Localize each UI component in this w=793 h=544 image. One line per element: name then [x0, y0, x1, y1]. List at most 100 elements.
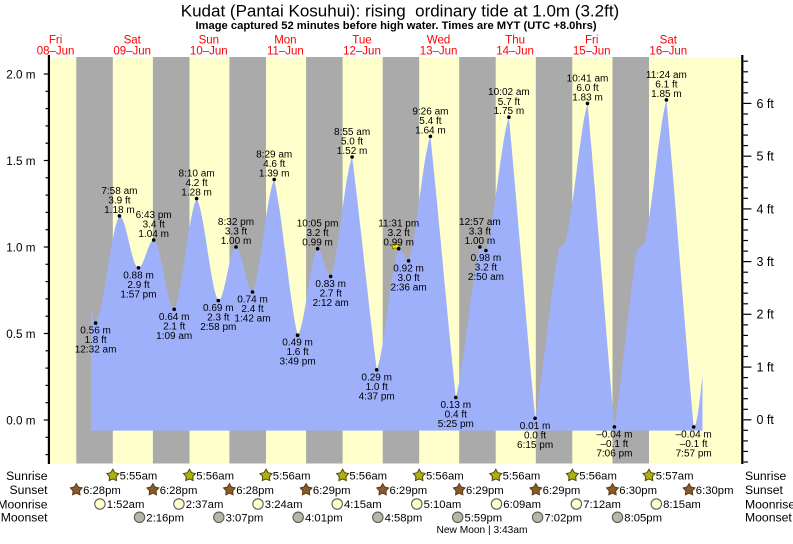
svg-text:Moonset: Moonset: [1, 511, 48, 525]
svg-text:1.85 m: 1.85 m: [651, 89, 682, 100]
svg-text:4.2 ft: 4.2 ft: [185, 178, 207, 189]
svg-text:0.5 m: 0.5 m: [6, 328, 35, 341]
svg-text:8:15am: 8:15am: [663, 499, 701, 511]
svg-text:0.99 m: 0.99 m: [383, 238, 414, 249]
svg-text:09–Jun: 09–Jun: [113, 46, 151, 58]
svg-text:12–Jun: 12–Jun: [343, 46, 381, 58]
svg-text:4:15am: 4:15am: [344, 499, 382, 511]
svg-text:2 ft: 2 ft: [757, 308, 775, 322]
svg-text:0.0 m: 0.0 m: [6, 414, 35, 427]
svg-text:0.69 m: 0.69 m: [203, 303, 234, 314]
svg-text:15–Jun: 15–Jun: [573, 46, 611, 58]
svg-text:4:37 pm: 4:37 pm: [359, 391, 395, 402]
svg-text:0.83 m: 0.83 m: [315, 279, 346, 290]
svg-text:6 ft: 6 ft: [757, 97, 775, 111]
svg-text:6:43 pm: 6:43 pm: [136, 210, 172, 221]
svg-text:10:05 pm: 10:05 pm: [297, 219, 339, 230]
svg-text:2.4 ft: 2.4 ft: [241, 304, 263, 315]
svg-text:Wed: Wed: [427, 35, 450, 47]
svg-text:1.00 m: 1.00 m: [221, 236, 252, 247]
svg-text:6:29pm: 6:29pm: [543, 485, 581, 497]
svg-text:Fri: Fri: [49, 35, 62, 47]
svg-text:0.0 ft: 0.0 ft: [524, 430, 546, 441]
svg-text:3.2 ft: 3.2 ft: [306, 228, 328, 239]
svg-text:0.99 m: 0.99 m: [302, 238, 333, 249]
svg-text:1:57 pm: 1:57 pm: [120, 289, 156, 300]
svg-text:2:50 am: 2:50 am: [468, 272, 504, 283]
svg-text:0.56 m: 0.56 m: [80, 326, 111, 337]
svg-text:1.75 m: 1.75 m: [494, 106, 525, 117]
svg-text:5:56am: 5:56am: [503, 471, 541, 483]
svg-text:7:06 pm: 7:06 pm: [596, 448, 632, 459]
svg-text:1:52am: 1:52am: [107, 499, 145, 511]
svg-text:Sunrise: Sunrise: [745, 469, 787, 483]
svg-text:5:56am: 5:56am: [426, 471, 464, 483]
svg-text:0 ft: 0 ft: [757, 413, 775, 427]
svg-text:5:55am: 5:55am: [120, 471, 158, 483]
svg-text:6:28pm: 6:28pm: [83, 485, 121, 497]
svg-text:0.74 m: 0.74 m: [237, 295, 268, 306]
svg-text:0.98 m: 0.98 m: [471, 253, 502, 264]
svg-text:8:29 am: 8:29 am: [256, 150, 292, 161]
svg-text:Tue: Tue: [352, 35, 371, 47]
svg-text:12:57 am: 12:57 am: [459, 217, 501, 228]
svg-text:5:56am: 5:56am: [579, 471, 617, 483]
svg-text:3:07pm: 3:07pm: [226, 513, 264, 525]
svg-text:1.64 m: 1.64 m: [415, 125, 446, 136]
svg-text:Sunset: Sunset: [10, 483, 49, 497]
svg-text:6:28pm: 6:28pm: [236, 485, 274, 497]
svg-text:7:57 pm: 7:57 pm: [676, 448, 712, 459]
svg-text:5:25 pm: 5:25 pm: [438, 419, 474, 430]
svg-text:11–Jun: 11–Jun: [267, 46, 304, 58]
svg-text:7:02pm: 7:02pm: [544, 513, 582, 525]
svg-text:Sunset: Sunset: [745, 483, 784, 497]
svg-text:1.6 ft: 1.6 ft: [286, 347, 308, 358]
svg-text:0.49 m: 0.49 m: [282, 338, 313, 349]
svg-text:6:28pm: 6:28pm: [160, 485, 198, 497]
svg-text:–0.1 ft: –0.1 ft: [600, 439, 628, 450]
svg-text:5:57am: 5:57am: [656, 471, 694, 483]
svg-text:–0.1 ft: –0.1 ft: [680, 439, 708, 450]
svg-text:6.0 ft: 6.0 ft: [576, 83, 598, 94]
svg-text:1 ft: 1 ft: [757, 361, 775, 375]
svg-text:2.9 ft: 2.9 ft: [127, 280, 149, 291]
svg-text:5 ft: 5 ft: [757, 150, 775, 164]
svg-text:10–Jun: 10–Jun: [190, 46, 228, 58]
svg-text:0.64 m: 0.64 m: [159, 312, 190, 323]
svg-text:3.2 ft: 3.2 ft: [475, 263, 497, 274]
svg-text:16–Jun: 16–Jun: [649, 46, 687, 58]
svg-text:Moonrise: Moonrise: [0, 497, 48, 511]
svg-text:5:56am: 5:56am: [273, 471, 311, 483]
svg-text:6.1 ft: 6.1 ft: [655, 79, 677, 90]
svg-text:8:05pm: 8:05pm: [624, 513, 662, 525]
svg-text:Fri: Fri: [585, 35, 598, 47]
svg-text:6:29pm: 6:29pm: [390, 485, 428, 497]
svg-text:1.39 m: 1.39 m: [259, 169, 290, 180]
svg-text:10:41 am: 10:41 am: [567, 73, 609, 84]
svg-text:5:56am: 5:56am: [196, 471, 234, 483]
svg-text:4:58pm: 4:58pm: [385, 513, 423, 525]
svg-text:1.52 m: 1.52 m: [337, 146, 368, 157]
svg-text:1.0 ft: 1.0 ft: [366, 382, 388, 393]
svg-text:2.1 ft: 2.1 ft: [163, 321, 185, 332]
svg-text:11:24 am: 11:24 am: [646, 70, 687, 81]
svg-text:14–Jun: 14–Jun: [496, 46, 534, 58]
svg-text:Sat: Sat: [124, 35, 142, 47]
svg-text:3.0 ft: 3.0 ft: [397, 273, 419, 284]
svg-text:8:55 am: 8:55 am: [334, 127, 370, 138]
svg-text:1.18 m: 1.18 m: [104, 205, 135, 216]
svg-text:6:30pm: 6:30pm: [619, 485, 657, 497]
svg-text:0.92 m: 0.92 m: [393, 263, 424, 274]
svg-text:0.88 m: 0.88 m: [123, 270, 154, 281]
svg-text:1.83 m: 1.83 m: [572, 92, 603, 103]
svg-text:5:59pm: 5:59pm: [465, 513, 503, 525]
svg-text:2:36 am: 2:36 am: [391, 282, 427, 293]
svg-text:Moonset: Moonset: [745, 511, 792, 525]
svg-text:Image captured 52 minutes befo: Image captured 52 minutes before high wa…: [195, 20, 596, 32]
svg-text:3.3 ft: 3.3 ft: [469, 227, 491, 238]
svg-text:4 ft: 4 ft: [757, 202, 775, 216]
svg-text:2:37am: 2:37am: [186, 499, 224, 511]
svg-text:9:26 am: 9:26 am: [412, 106, 448, 117]
svg-text:1.00 m: 1.00 m: [465, 236, 496, 247]
svg-text:Thu: Thu: [505, 35, 525, 47]
